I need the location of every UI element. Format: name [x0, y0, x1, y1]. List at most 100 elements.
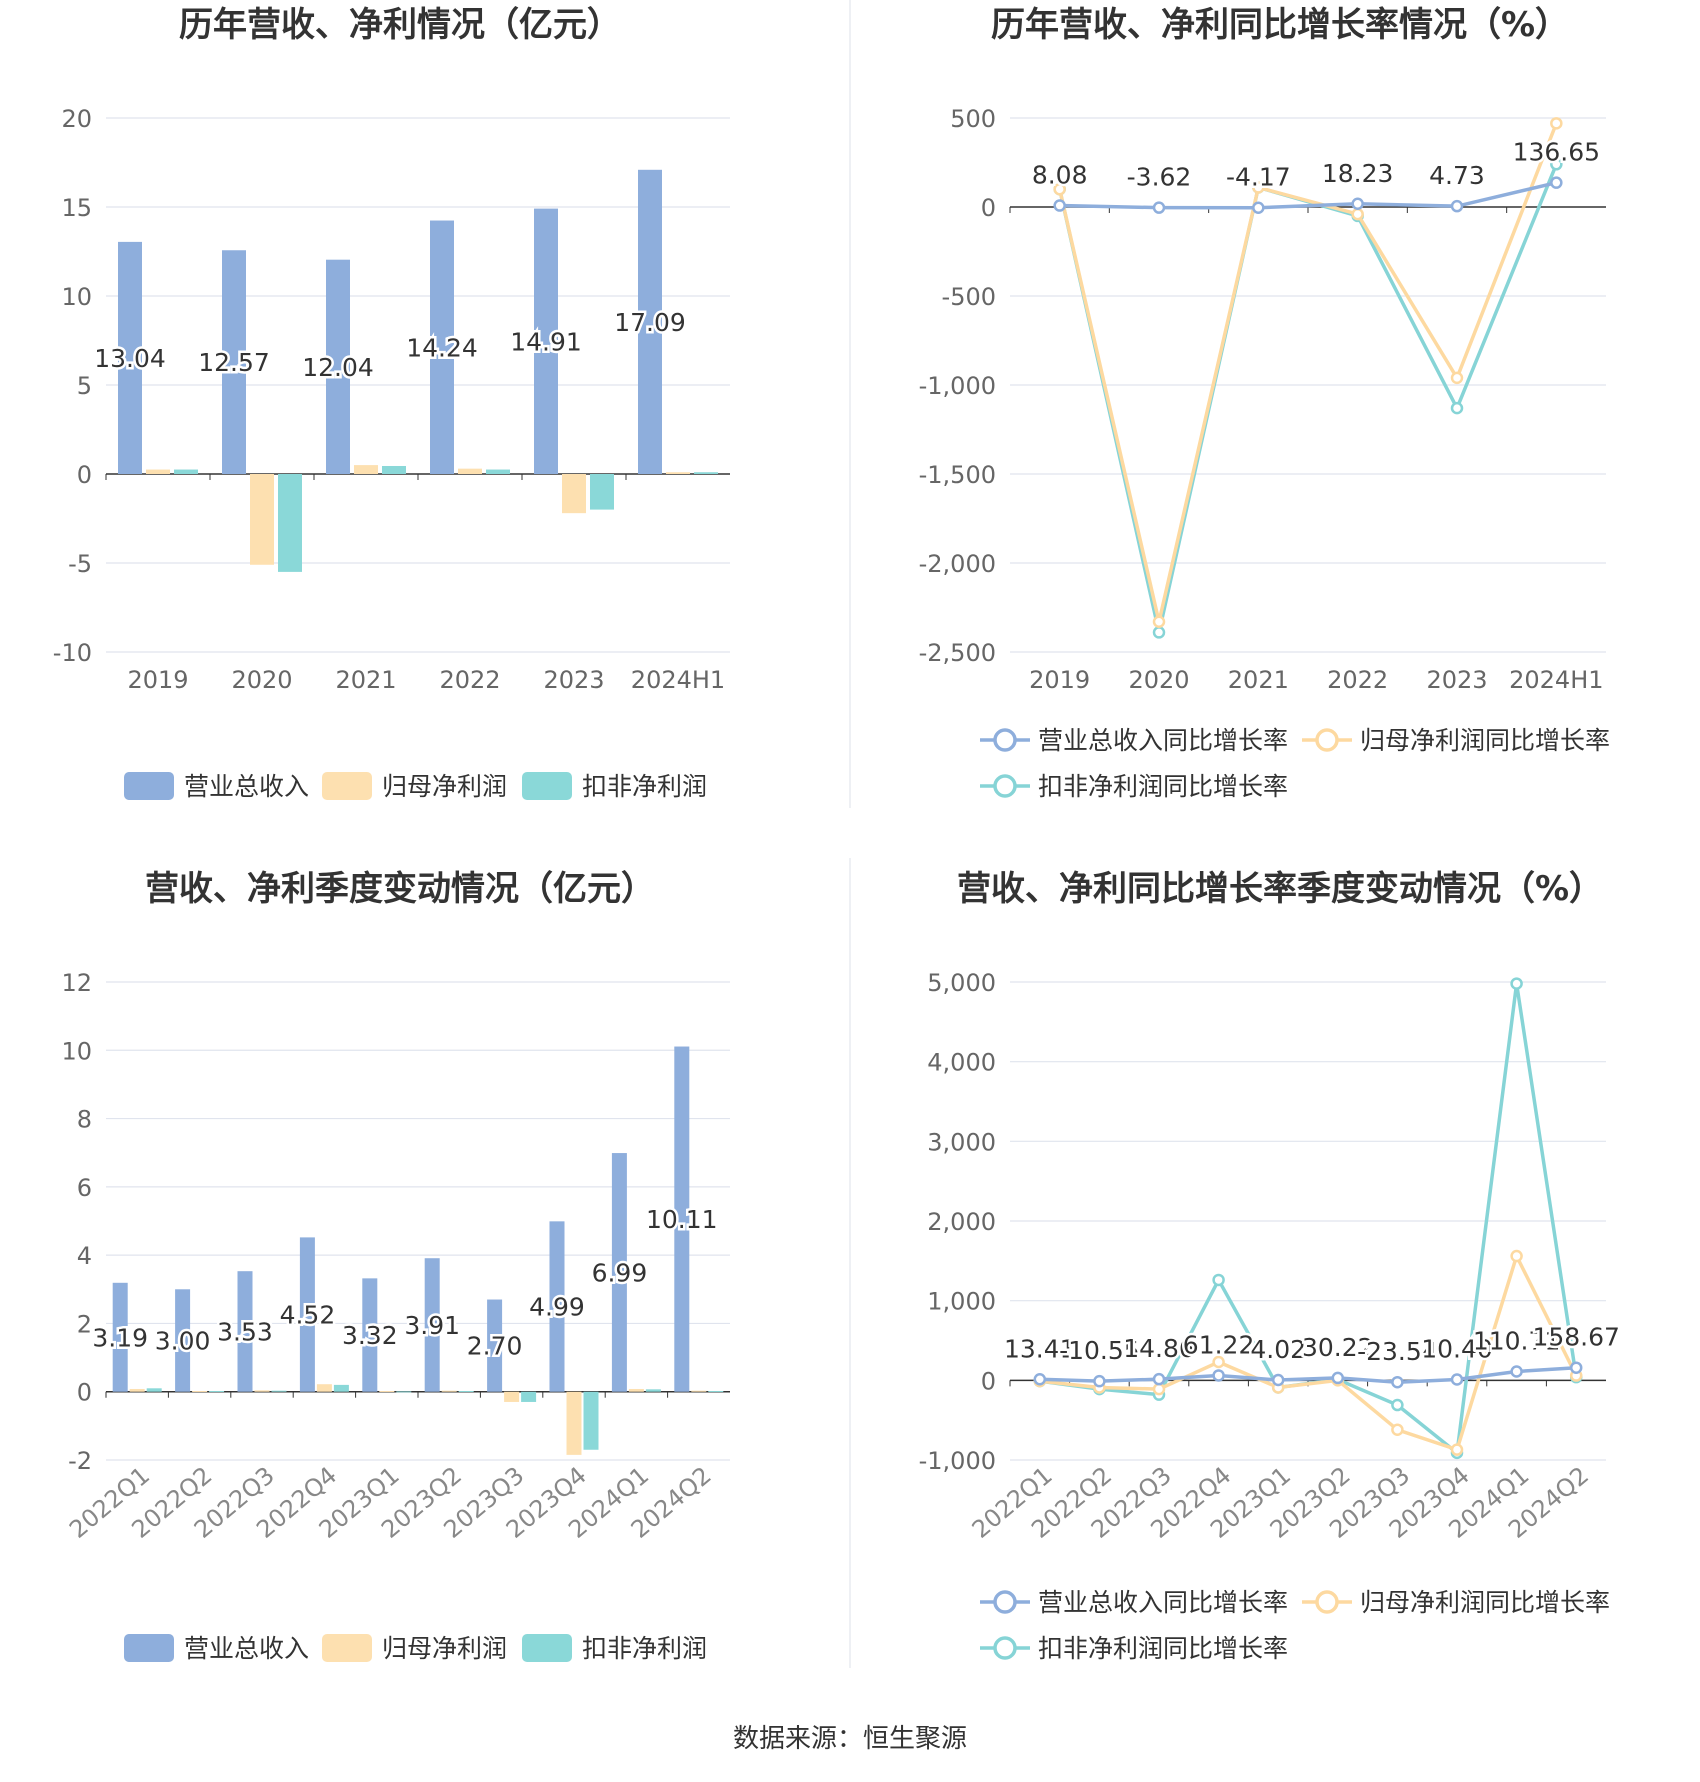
bar-3	[583, 1391, 599, 1450]
series-point-1	[1450, 199, 1464, 213]
legend-swatch	[322, 1634, 372, 1662]
bar-1	[674, 1046, 690, 1392]
x-tick-label: 2023	[1426, 666, 1487, 694]
legend-label: 营业总收入	[184, 772, 309, 801]
legend-marker	[1315, 728, 1339, 752]
bar-data-label: 2.70	[467, 1332, 523, 1361]
bar-data-label: 14.24	[406, 333, 478, 362]
bar-2	[192, 1391, 208, 1393]
bar-3	[645, 1389, 661, 1392]
legend-marker	[993, 1636, 1017, 1660]
legend-swatch	[124, 772, 174, 800]
bar-2	[379, 1391, 395, 1393]
y-tick-label: -2	[68, 1447, 92, 1475]
x-tick-label: 2020	[1128, 666, 1189, 694]
line-data-label: 14.86	[1123, 1334, 1195, 1363]
series-point-2	[1152, 1382, 1166, 1396]
bar-2	[666, 472, 690, 474]
series-point-3	[1212, 1273, 1225, 1287]
bar-3	[486, 469, 510, 474]
line-data-label: 30.22	[1302, 1333, 1374, 1362]
bar-2	[628, 1388, 644, 1392]
bar-1	[299, 1237, 315, 1392]
series-line-2	[1039, 1251, 1578, 1452]
legend-marker	[993, 1590, 1017, 1614]
bar-1	[222, 250, 246, 474]
chart-title: 历年营收、净利同比增长率情况（%）	[991, 5, 1569, 45]
y-tick-label: 12	[61, 969, 92, 997]
y-tick-label: 1,000	[927, 1288, 996, 1316]
bar-1	[424, 1258, 440, 1392]
legend-label: 扣非净利润同比增长率	[1038, 772, 1288, 801]
legend-label: 营业总收入同比增长率	[1038, 726, 1288, 755]
bar-1	[175, 1289, 191, 1392]
legend-marker	[993, 728, 1017, 752]
series-point-1	[1331, 1371, 1345, 1385]
chart-1: 历年营收、净利情况（亿元） 20 15 10 5 0 -5 -10 2019 2020 2021 20…	[53, 5, 730, 801]
source-note: 数据来源：恒生聚源	[732, 1724, 967, 1754]
series-point-1	[1093, 1374, 1106, 1388]
bar-2	[146, 469, 170, 474]
x-tick-label: 2019	[1029, 666, 1090, 694]
y-tick-label: 0	[981, 1367, 996, 1395]
y-tick-label: 4	[77, 1242, 92, 1270]
legend-swatch	[124, 1634, 174, 1662]
series-point-1	[1152, 1372, 1166, 1386]
chart-title: 营收、净利同比增长率季度变动情况（%）	[957, 869, 1603, 909]
series-point-2	[1252, 181, 1265, 194]
bar-2	[691, 1390, 707, 1392]
series-point-1	[1252, 201, 1265, 214]
bar-2	[566, 1391, 582, 1455]
bar-1	[237, 1271, 253, 1392]
series-point-3	[1510, 977, 1523, 990]
y-tick-label: 0	[77, 1379, 92, 1407]
series-point-1	[1212, 1369, 1225, 1382]
legend-label: 归母净利润	[382, 1634, 507, 1663]
divider-top	[849, 0, 851, 808]
series-line-1	[1059, 180, 1557, 210]
series-point-2	[1510, 1249, 1523, 1263]
series-point-1	[1391, 1375, 1404, 1389]
legend-swatch	[522, 1634, 572, 1662]
series-point-1	[1550, 176, 1563, 189]
line-data-label: -10.55	[1059, 1336, 1140, 1365]
series-point-2	[1053, 182, 1066, 196]
bar-1	[549, 1221, 565, 1392]
bar-3	[271, 1390, 287, 1392]
line-data-label: 13.41	[1004, 1334, 1076, 1363]
y-tick-label: 2,000	[927, 1208, 996, 1236]
series-point-2	[1391, 1423, 1404, 1436]
bar-data-label: 17.09	[614, 308, 686, 337]
bar-1	[638, 169, 662, 474]
y-tick-label: 6	[77, 1174, 92, 1202]
bar-1	[534, 208, 558, 475]
bar-data-label: 12.57	[198, 348, 270, 377]
bar-data-label: 10.11	[646, 1205, 718, 1234]
bar-3	[209, 1391, 225, 1393]
chart-3: 营收、净利季度变动情况（亿元）121086420-22022Q12022Q220…	[61, 869, 730, 1663]
legend-label: 归母净利润	[382, 772, 507, 801]
line-data-label: 4.73	[1429, 161, 1485, 190]
legend-label: 扣非净利润	[582, 772, 707, 801]
series-line-1	[1039, 1365, 1577, 1384]
series-point-1	[1271, 1373, 1285, 1387]
y-tick-label: 4,000	[927, 1049, 996, 1077]
y-tick-label: 500	[950, 105, 996, 133]
y-tick-label: -1,000	[919, 372, 996, 400]
bar-2	[354, 465, 378, 474]
x-tick-label: 2023	[543, 666, 604, 694]
series-point-1	[1053, 199, 1066, 212]
y-tick-label: 10	[61, 1037, 92, 1065]
series-point-1	[1351, 197, 1364, 211]
bar-3	[396, 1391, 412, 1393]
bar-1	[362, 1278, 378, 1392]
y-tick-label: 3,000	[927, 1128, 996, 1156]
x-tick-label: 2020	[231, 666, 292, 694]
line-data-label: 8.08	[1032, 161, 1088, 190]
bar-data-label: 12.04	[302, 353, 374, 382]
series-point-3	[1152, 626, 1166, 639]
bar-2	[316, 1384, 332, 1392]
bar-data-label: 14.91	[510, 327, 582, 356]
chart-title: 历年营收、净利情况（亿元）	[179, 5, 621, 45]
y-tick-label: -5	[68, 550, 92, 578]
